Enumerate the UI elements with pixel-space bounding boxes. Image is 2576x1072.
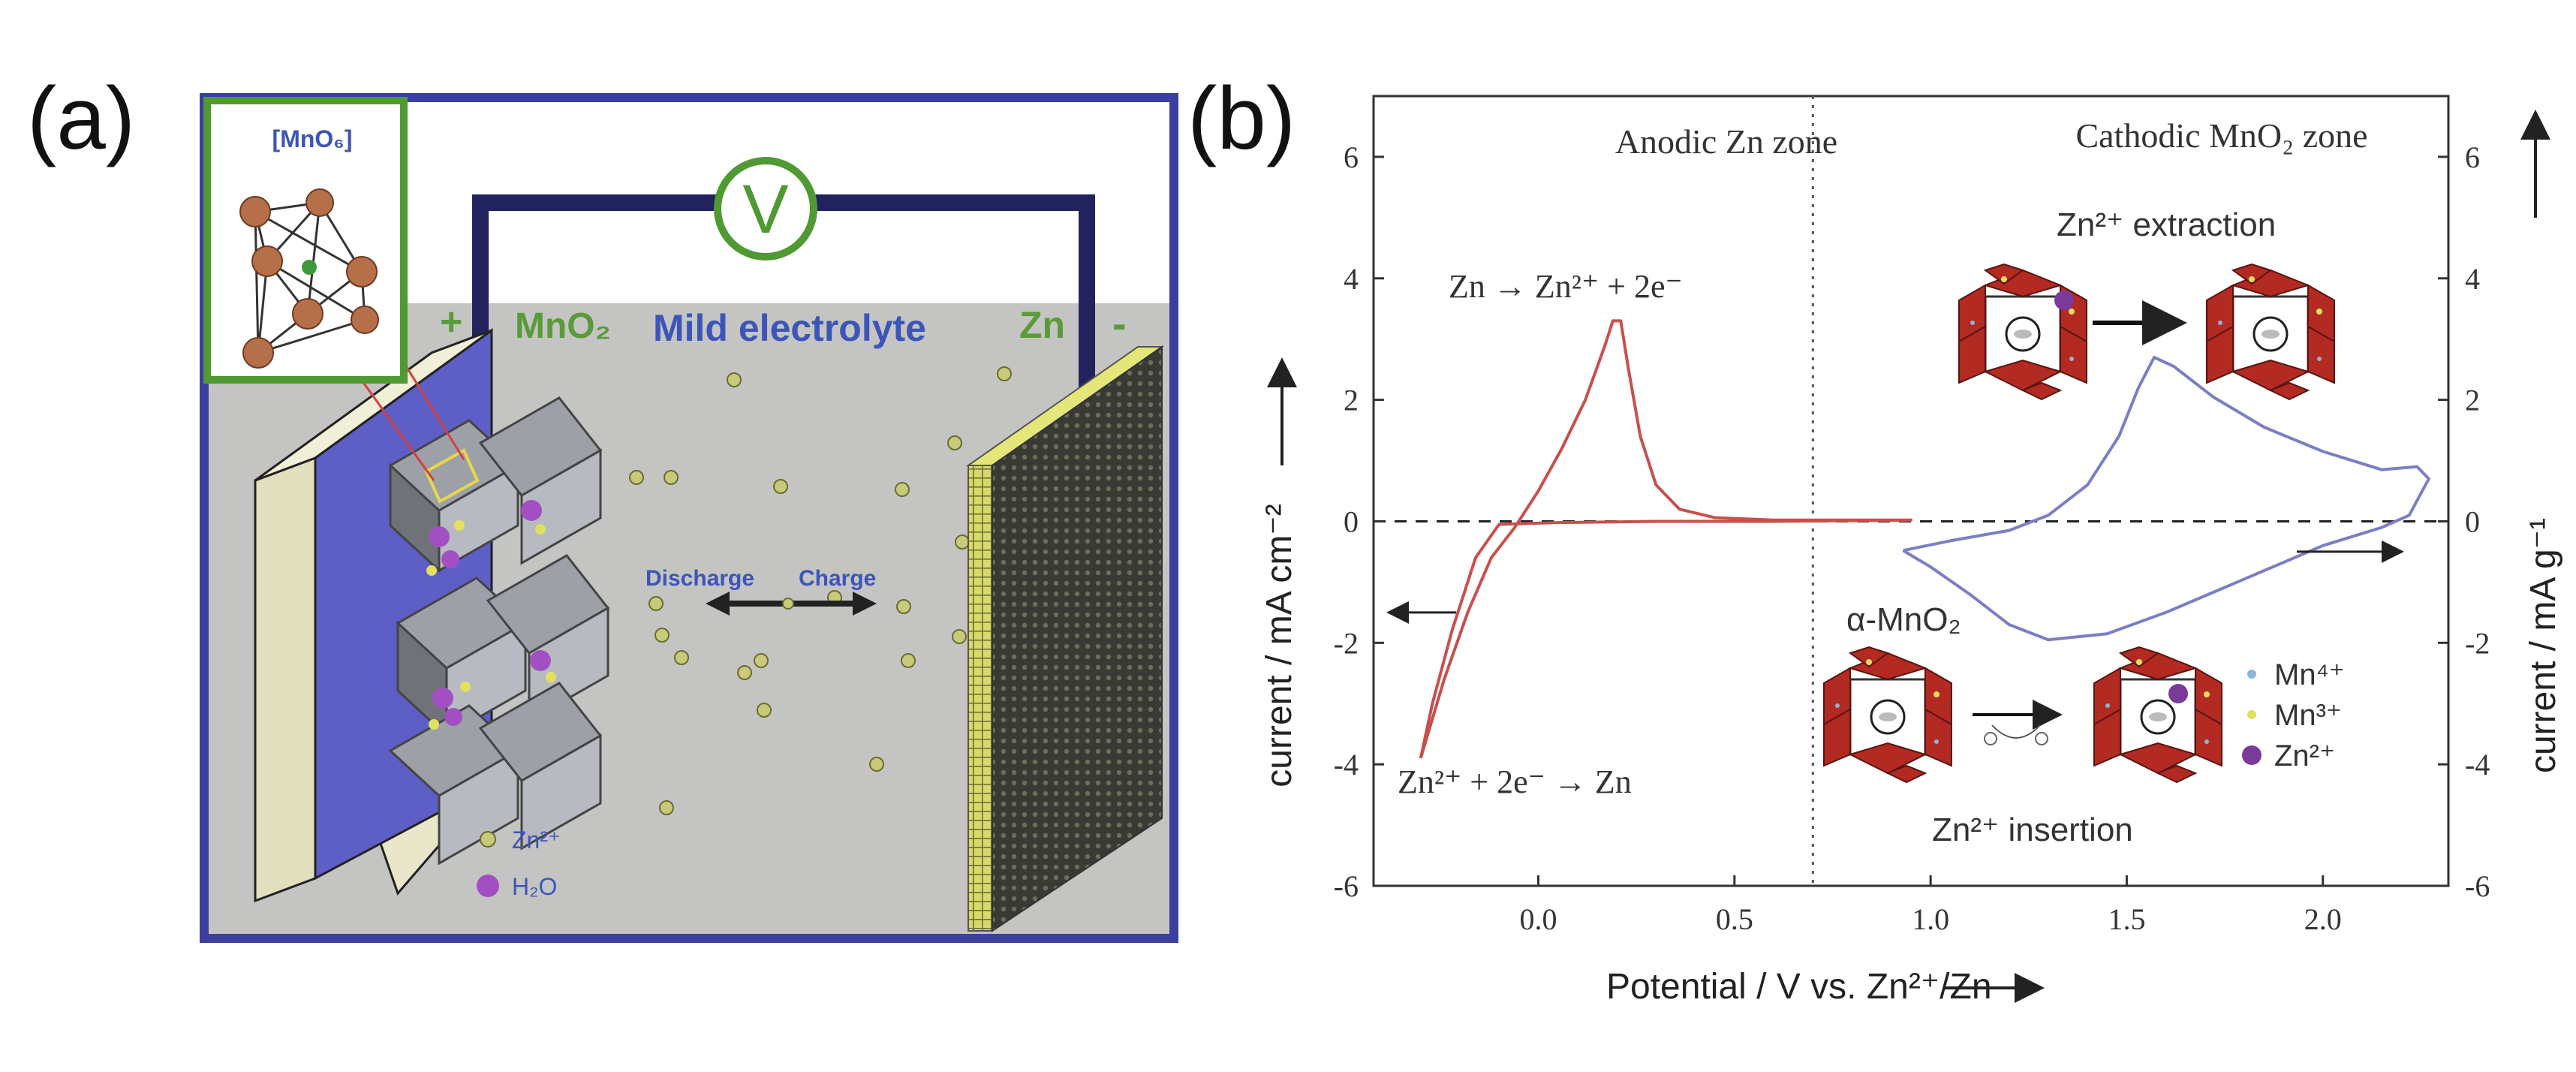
intercalated-ions [426,500,556,730]
mno2-cathode [254,328,610,903]
y-tick-label-right: 4 [2465,262,2480,296]
voltmeter-label: V [742,171,788,248]
insertion-label: Zn²⁺ insertion [1932,812,2133,848]
x-tick-label: 0.5 [1716,902,1753,936]
y-tick-label-right: -6 [2465,869,2490,903]
x-axis-label: Potential / V vs. Zn²⁺/Zn [1606,967,1992,1007]
x-tick-label: 1.0 [1912,902,1949,936]
extraction-end-structure [2205,263,2336,401]
panel-b-legend: Mn⁴⁺ Mn³⁺ Zn²⁺ [2242,658,2345,772]
plot-frame [1372,95,2450,887]
zone-left-label: Anodic Zn zone [1615,122,1837,161]
cv-chart: 0.0 0.5 1.0 1.5 2.0 6 6 4 4 2 2 0 0 -2 -2 -4 -4 -6 -6 Poten… [1259,95,2563,1007]
legend-marker [2247,670,2256,679]
x-tick-label: 2.0 [2304,902,2342,936]
inset-title: [MnO₆] [272,125,353,152]
panel-b-label: (b) [1187,69,1296,168]
insertion-end-structure [2093,646,2223,784]
y-tick-label-left: 6 [1344,140,1359,174]
zn-anode [965,345,1165,932]
y-tick-label-left: 0 [1344,504,1359,538]
legend-zn-label: Zn²⁺ [512,827,561,854]
y-axis-label-left: current / mA cm⁻² [1259,504,1299,787]
anode-sign: - [1112,300,1127,347]
panel-b: (b) 0.0 0.5 1.0 1.5 2.0 6 6 4 4 2 2 0 0 -2 -2 -4 -4 -6 -6 P… [1187,69,2563,1007]
y-tick-label-left: 2 [1344,384,1359,417]
x-tick-label: 1.5 [2108,902,2145,936]
y-axis-label-right: current / mA g⁻¹ [2523,518,2563,773]
panel-a: (a) V + MnO₂ Mild electrolyte Zn - [27,69,1178,943]
y-tick-label-right: 0 [2465,504,2480,538]
y-tick-label-left: -4 [1334,748,1359,781]
zone-right-label: Cathodic MnO₂ zone [2075,116,2367,155]
y-tick-label-left: -2 [1334,626,1359,660]
mno2-cv-curve [1902,356,2430,642]
anode-label: Zn [1019,304,1065,346]
x-tick-label: 0.0 [1520,902,1557,936]
structure-schematics [1822,263,2336,784]
cathode-label: MnO₂ [515,306,611,346]
zn-ion-marker [2168,684,2188,703]
electrolyte-label: Mild electrolyte [653,307,926,349]
legend-label: Mn³⁺ [2274,699,2342,732]
panel-a-label: (a) [27,69,135,168]
extraction-label: Zn²⁺ extraction [2057,206,2276,243]
reduction-reaction: Zn²⁺ + 2e⁻ → Zn [1398,763,1632,800]
mno6-inset: [MnO₆] [203,97,408,384]
extraction-start-structure [1958,263,2088,401]
cathode-sign: + [440,300,462,344]
legend-h2o-label: H₂O [512,873,557,900]
external-circuit-wire [472,194,1095,390]
zn-ion-icon [480,831,496,848]
zn-ion-marker [2054,291,2074,310]
y-tick-label-left: 4 [1344,262,1359,296]
alpha-mno2-label: α-MnO₂ [1846,601,1961,638]
voltmeter-icon [714,157,817,260]
oxidation-reaction: Zn → Zn²⁺ + 2e⁻ [1449,268,1683,305]
cell-frame [200,93,1178,943]
legend-marker [2242,745,2262,765]
panel-a-legend: Zn²⁺ H₂O [477,827,561,900]
zn-cv-curve [1419,319,1912,759]
legend-marker [2247,710,2256,719]
y-tick-label-right: 2 [2465,384,2480,417]
y-tick-label-right: -4 [2465,748,2490,781]
tunnel-structure [388,396,610,866]
legend-label: Zn²⁺ [2274,739,2335,772]
legend-label: Mn⁴⁺ [2274,658,2345,691]
discharge-label: Discharge [646,566,754,591]
y-tick-label-left: -6 [1334,869,1359,903]
insertion-start-structure [1822,646,1953,784]
water-icon [477,875,499,897]
y-tick-label-right: 6 [2465,140,2480,174]
charge-label: Charge [799,566,876,591]
y-tick-label-right: -2 [2465,626,2490,660]
